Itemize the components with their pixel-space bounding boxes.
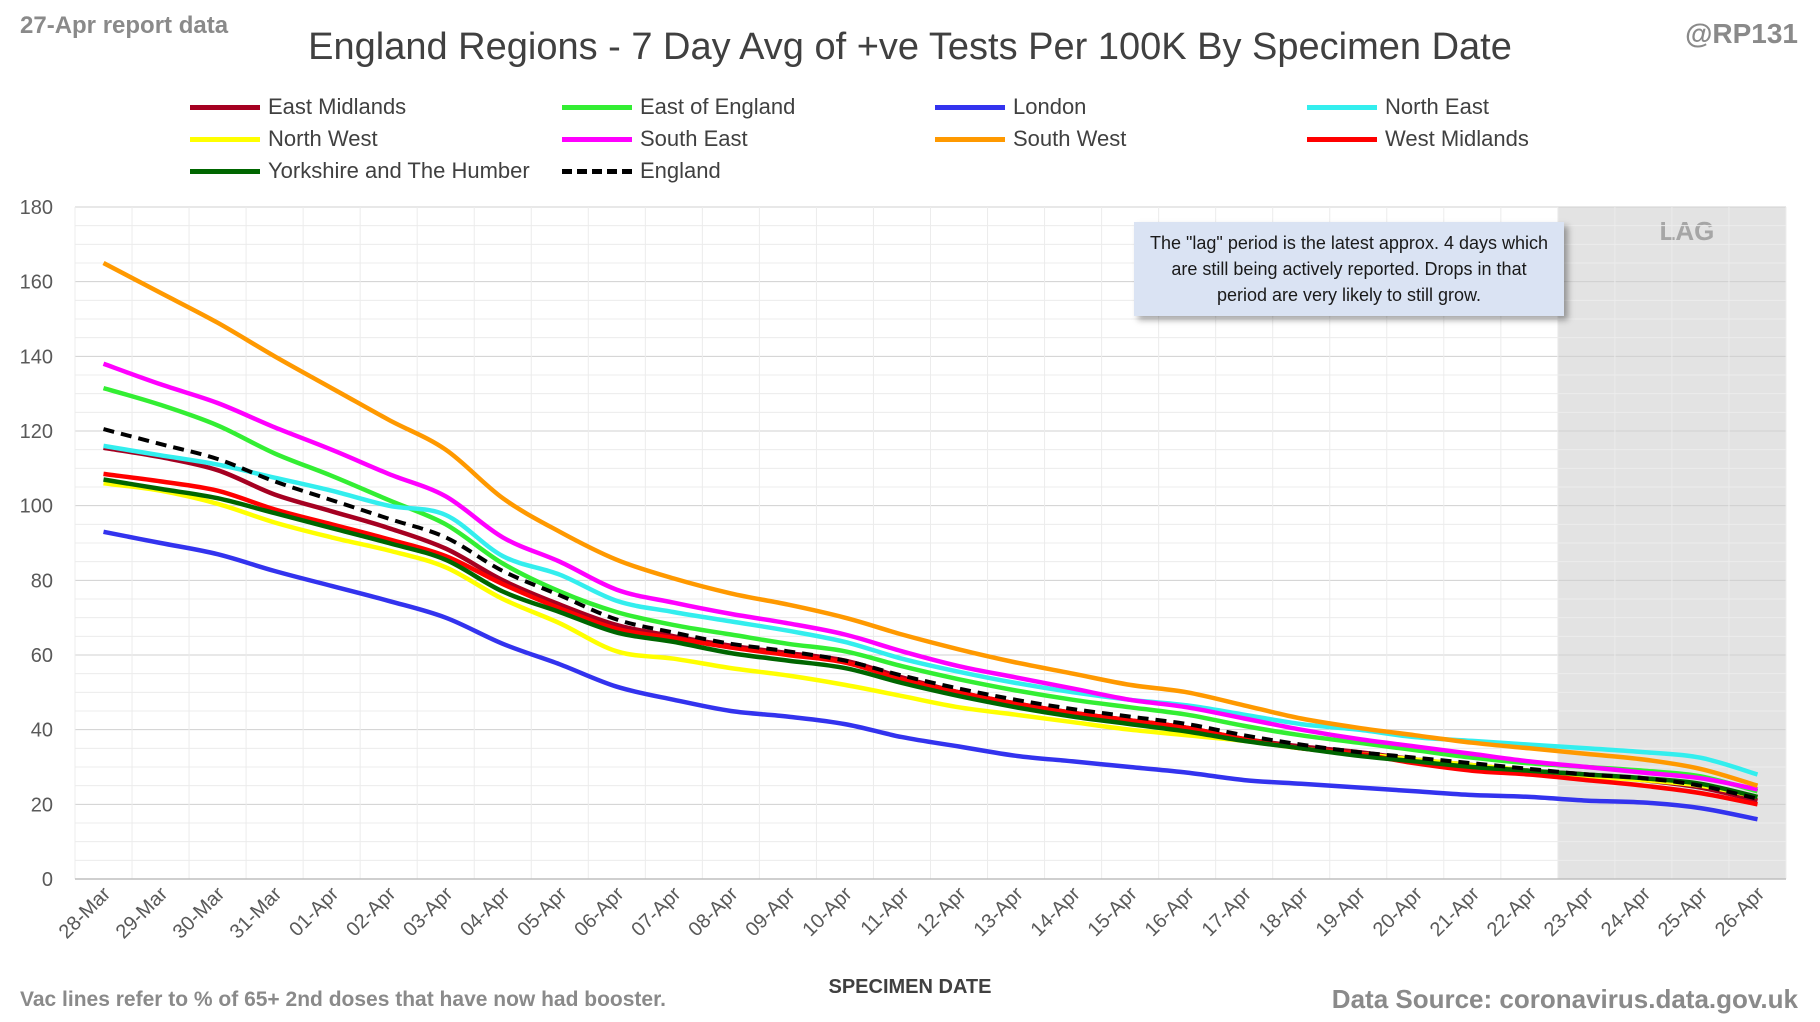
legend-item: England [562,158,721,184]
legend-swatch [1307,104,1377,110]
x-tick-label: 10-Apr [798,883,856,941]
x-tick-label: 12-Apr [913,883,971,941]
x-tick-label: 28-Mar [55,883,116,944]
y-tick-label: 100 [20,496,53,518]
legend-swatch [1307,136,1377,142]
x-tick-label: 15-Apr [1084,883,1142,941]
series-line-south-west [102,261,1759,788]
x-tick-label: 30-Mar [169,883,230,944]
legend-label: West Midlands [1385,126,1529,151]
legend-label: East of England [640,94,796,119]
x-axis-label: SPECIMEN DATE [828,976,992,998]
x-tick-label: 31-Mar [226,883,287,944]
x-tick-label: 07-Apr [627,883,685,941]
y-tick-label: 20 [31,794,53,816]
y-tick-label: 0 [42,869,53,891]
x-tick-label: 05-Apr [513,883,571,941]
legend-item: North West [190,126,378,152]
x-tick-label: 06-Apr [570,883,628,941]
report-date-label: 27-Apr report data [20,12,229,39]
series-line-east-of-england [102,385,1759,794]
legend-item: North East [1307,94,1489,120]
y-tick-label: 180 [20,197,53,219]
x-tick-label: 18-Apr [1255,883,1313,941]
x-tick-label: 25-Apr [1654,883,1712,941]
legend-item: South West [935,126,1126,152]
series-line-london [103,529,1758,822]
x-tick-label: 02-Apr [342,883,400,941]
chart-title: England Regions - 7 Day Avg of +ve Tests… [308,26,1512,68]
x-tick-label: 13-Apr [970,883,1028,941]
legend-label: South West [1013,126,1127,151]
lag-annotation-box: The "lag" period is the latest approx. 4… [1134,222,1564,316]
x-tick-label: 21-Apr [1426,883,1484,941]
x-tick-label: 20-Apr [1369,883,1427,941]
x-tick-label: 11-Apr [857,883,914,940]
x-tick-label: 04-Apr [456,883,514,941]
x-tick-label: 29-Mar [112,883,173,944]
x-tick-label: 17-Apr [1198,883,1256,941]
legend-item: South East [562,126,748,152]
legend-item: Yorkshire and The Humber [190,158,530,184]
legend-label: North East [1385,94,1489,119]
legend-label: North West [268,126,378,151]
x-tick-label: 01-Apr [285,883,343,941]
legend-label: East Midlands [268,94,407,119]
y-tick-label: 80 [31,570,53,592]
series-line-england [102,427,1758,801]
series-line-south-east [102,361,1758,792]
legend-item: East of England [562,94,795,120]
legend-label: Yorkshire and The Humber [268,158,530,183]
legend-label: South East [640,126,748,151]
x-tick-label: 14-Apr [1027,883,1085,941]
x-tick-label: 19-Apr [1312,883,1370,941]
x-tick-label: 09-Apr [741,883,799,941]
x-tick-label: 23-Apr [1540,883,1598,941]
y-tick-label: 40 [31,720,53,742]
footer-note: Vac lines refer to % of 65+ 2nd doses th… [20,988,666,1011]
legend-label: London [1013,94,1087,119]
y-tick-label: 160 [20,272,53,294]
y-tick-label: 140 [20,346,53,368]
lag-label: LAG [1659,216,1714,246]
x-tick-label: 16-Apr [1141,883,1199,941]
legend-item: West Midlands [1307,126,1529,152]
legend-swatch [935,104,1005,110]
y-tick-label: 120 [20,421,53,443]
legend-item: East Midlands [190,94,406,120]
x-tick-label: 08-Apr [684,883,742,941]
legend-swatch [935,136,1005,142]
legend-swatch [562,104,632,110]
legend-swatch [190,136,260,142]
data-source: Data Source: coronavirus.data.gov.uk [1331,984,1798,1014]
x-tick-label: 26-Apr [1711,883,1769,941]
series-line-yorkshire-and-the-humber [103,477,1759,800]
legend-label: England [640,158,721,183]
legend-swatch [190,104,260,110]
series-line-west-midlands [103,471,1758,807]
x-tick-label: 24-Apr [1597,883,1655,941]
legend-swatch [562,168,632,174]
y-tick-label: 60 [31,645,53,667]
legend-swatch [562,136,632,142]
x-tick-label: 03-Apr [399,883,457,941]
legend-swatch [190,168,260,174]
legend-item: London [935,94,1086,120]
x-tick-label: 22-Apr [1483,883,1541,941]
author-handle: @RP131 [1685,18,1798,49]
